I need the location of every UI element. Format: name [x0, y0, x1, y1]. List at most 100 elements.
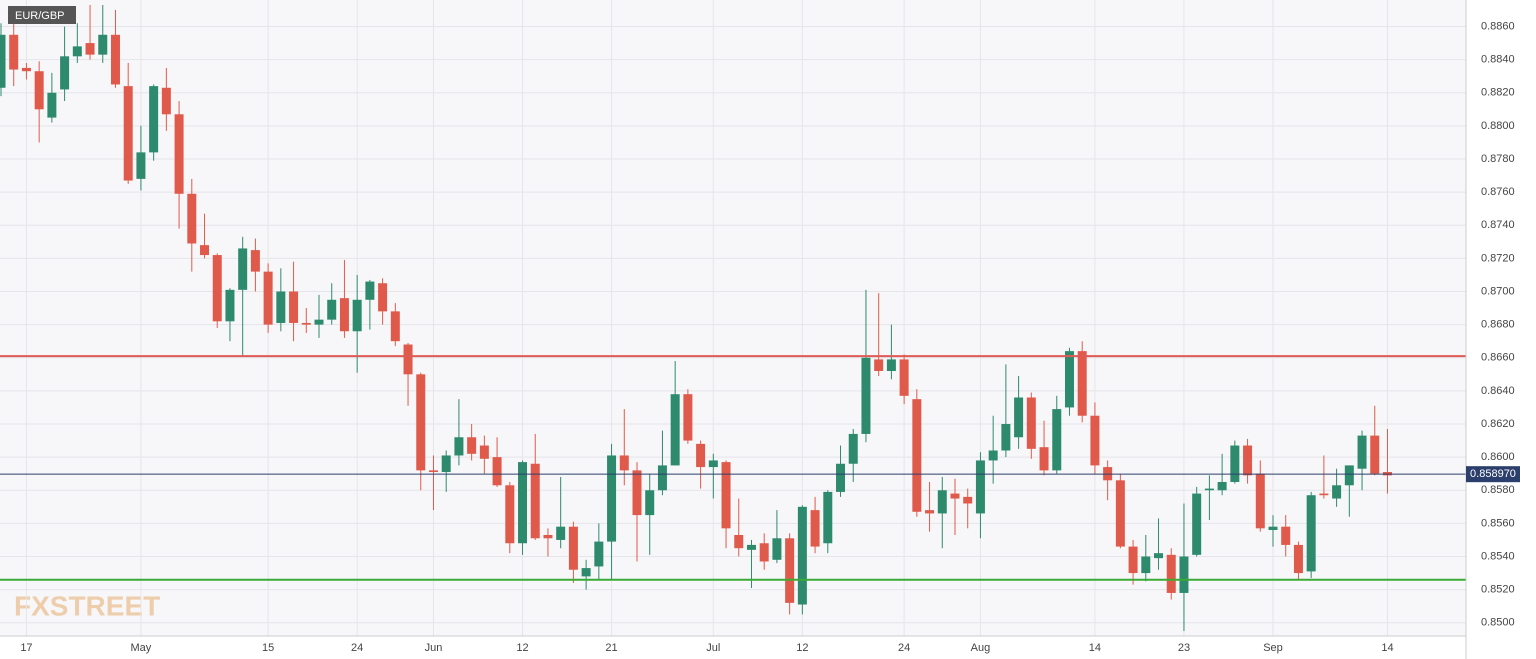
candle-body: [988, 450, 998, 461]
candle-body: [1319, 493, 1329, 496]
candle-body: [187, 193, 197, 244]
y-tick-label: 0.8560: [1481, 517, 1515, 529]
candle-body: [0, 34, 6, 88]
candle-body: [721, 462, 731, 529]
candle-body: [657, 465, 667, 491]
candle-body: [1230, 445, 1240, 482]
candle-body: [937, 490, 947, 514]
y-tick-label: 0.8820: [1481, 87, 1515, 99]
plot-area: [0, 0, 1466, 636]
candle-body: [479, 445, 489, 459]
y-tick-label: 0.8620: [1481, 418, 1515, 430]
candle-body: [263, 271, 273, 325]
candle-body: [785, 538, 795, 603]
candle-body: [874, 359, 884, 371]
plot: [0, 0, 1466, 636]
candle-body: [1306, 495, 1316, 572]
y-tick-label: 0.8640: [1481, 385, 1515, 397]
candle-body: [454, 437, 464, 456]
candle-body: [581, 568, 591, 577]
y-tick-label: 0.8580: [1481, 484, 1515, 496]
candle-body: [568, 526, 578, 570]
candle-body: [98, 34, 108, 55]
candle-body: [1064, 351, 1074, 408]
candle-body: [441, 455, 451, 473]
candle-body: [1154, 553, 1164, 559]
candle-body: [174, 114, 184, 194]
candle-body: [1217, 481, 1227, 491]
candle-body: [21, 67, 31, 72]
y-tick-label: 0.8660: [1481, 352, 1515, 364]
candle-body: [886, 359, 896, 371]
x-tick-label: 14: [1089, 642, 1101, 654]
y-tick-label: 0.8680: [1481, 319, 1515, 331]
x-tick-label: 15: [262, 642, 274, 654]
candle-body: [416, 374, 426, 471]
candle-body: [161, 87, 171, 115]
y-tick-label: 0.8740: [1481, 219, 1515, 231]
candle-body: [1344, 465, 1354, 486]
candle-body: [110, 34, 120, 85]
candle-body: [1179, 556, 1189, 593]
x-tick-label: Jul: [706, 642, 720, 654]
candle-body: [60, 56, 70, 90]
x-tick-label: 24: [351, 642, 363, 654]
candle-body: [1293, 544, 1303, 574]
candle-body: [1192, 493, 1202, 555]
x-tick-label: May: [131, 642, 152, 654]
candle-body: [1281, 526, 1291, 545]
candle-body: [238, 248, 248, 290]
candle-body: [683, 394, 693, 441]
candle-body: [365, 281, 375, 300]
candle-body: [390, 311, 400, 342]
candle-body: [594, 541, 604, 567]
watermark: FXSTREET: [14, 590, 160, 621]
candle-body: [696, 443, 706, 468]
y-tick-label: 0.8780: [1481, 153, 1515, 165]
candle-body: [301, 322, 311, 325]
candle-body: [1026, 397, 1036, 449]
candle-body: [339, 298, 349, 332]
y-tick-label: 0.8800: [1481, 120, 1515, 132]
candle-body: [276, 291, 286, 323]
candle-body: [1357, 435, 1367, 469]
candle-body: [47, 92, 57, 118]
candle-body: [289, 291, 299, 323]
candle-body: [327, 299, 337, 320]
x-tick-label: 12: [796, 642, 808, 654]
candle-body: [772, 538, 782, 560]
candle-body: [1204, 488, 1214, 491]
y-tick-label: 0.8720: [1481, 252, 1515, 264]
candle-body: [823, 491, 833, 544]
y-tick-label: 0.8760: [1481, 186, 1515, 198]
candle-body: [505, 485, 515, 544]
x-tick-label: 14: [1381, 642, 1393, 654]
x-tick-label: 17: [20, 642, 32, 654]
candle-body: [250, 250, 260, 272]
candle-body: [492, 457, 502, 486]
candle-body: [810, 510, 820, 547]
x-tick-label: Sep: [1263, 642, 1283, 654]
candle-body: [1052, 409, 1062, 471]
candle-body: [759, 543, 769, 562]
candle-body: [925, 510, 935, 514]
candle-body: [467, 437, 477, 454]
candle-body: [632, 470, 642, 516]
candle-body: [123, 86, 133, 181]
candle-body: [1001, 424, 1011, 451]
candle-body: [912, 399, 922, 512]
candle-body: [530, 463, 540, 539]
candle-body: [950, 493, 960, 499]
candle-body: [9, 34, 19, 70]
candle-body: [975, 460, 985, 514]
candle-body: [1166, 554, 1176, 593]
candle-body: [836, 463, 846, 492]
candle-body: [1115, 480, 1125, 547]
candle-body: [619, 455, 629, 471]
candle-body: [378, 283, 388, 312]
candle-body: [200, 245, 210, 256]
x-tick-label: 21: [605, 642, 617, 654]
x-tick-label: Jun: [425, 642, 443, 654]
x-tick-label: 23: [1178, 642, 1190, 654]
